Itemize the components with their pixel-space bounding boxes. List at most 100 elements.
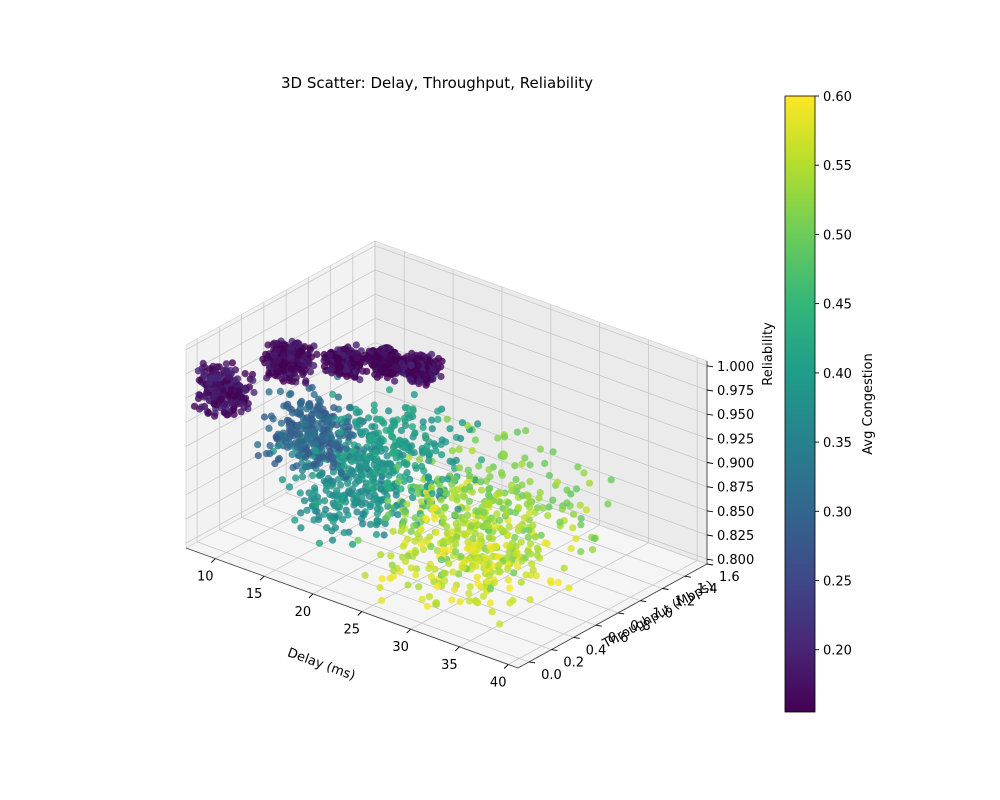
scatter-point [446, 425, 454, 433]
scatter-point [546, 577, 555, 585]
scatter-point [302, 379, 310, 387]
scatter-point [348, 457, 356, 466]
scatter-point [302, 445, 310, 453]
scatter-point [445, 559, 453, 568]
scatter-point [477, 478, 485, 486]
scatter-point [358, 428, 366, 436]
gridline-z-back [374, 317, 708, 439]
scatter-point [313, 350, 321, 358]
scatter-point [345, 404, 354, 412]
scatter-point [304, 428, 312, 436]
scatter-point [461, 516, 469, 524]
scatter-point [464, 555, 472, 563]
scatter-point [489, 562, 497, 570]
gridline-z-left [185, 366, 376, 472]
scatter-point [456, 598, 464, 606]
scatter-point [397, 527, 405, 535]
scatter-point [512, 475, 520, 484]
scatter-point [329, 453, 337, 461]
scatter-point [296, 410, 304, 418]
scatter-point [377, 460, 385, 468]
scatter-point [449, 568, 457, 576]
x-tick-label: 10 [197, 570, 214, 585]
scatter-point [455, 570, 463, 578]
scatter-point [380, 531, 388, 539]
scatter-point [486, 585, 495, 593]
scatter-point [425, 564, 433, 573]
scatter-point [267, 412, 275, 420]
scatter-point [296, 430, 304, 438]
scatter-point [515, 523, 523, 531]
scatter-point [395, 366, 403, 375]
scatter-point [327, 514, 335, 522]
scatter-point [376, 583, 384, 592]
y-tick [529, 661, 536, 664]
scatter-point [465, 497, 473, 506]
scatter-point [387, 552, 395, 560]
scatter-point [607, 476, 615, 484]
y-tick [618, 612, 625, 615]
scatter-point [199, 359, 207, 367]
scatter-point [397, 426, 405, 435]
scatter-point [514, 562, 522, 570]
scatter-point [439, 538, 447, 546]
scatter-point [408, 487, 416, 495]
scatter-point [312, 440, 320, 448]
x-tick [455, 646, 460, 652]
scatter-point [604, 500, 612, 508]
x-tick-label: 20 [295, 605, 312, 620]
scatter-point [514, 503, 523, 511]
scatter-point [330, 404, 338, 412]
scatter-point [507, 481, 516, 489]
scatter-point [410, 391, 418, 399]
y-tick-label: 1.6 [719, 570, 740, 585]
scatter-point [474, 599, 482, 607]
scatter-point [224, 390, 233, 398]
scatter-point [291, 516, 299, 524]
scatter-point [465, 528, 473, 536]
colorbar-tick-label: 0.35 [823, 436, 852, 451]
scatter-point [278, 476, 286, 484]
scatter-point [422, 515, 430, 523]
scatter-point [478, 503, 486, 511]
scatter-point [545, 503, 553, 511]
y-tick-label: 1.2 [675, 595, 696, 610]
gridline-x-floor [508, 560, 698, 665]
y-tick [684, 575, 691, 578]
scatter-point [294, 451, 302, 459]
scatter-point [383, 452, 391, 460]
scatter-point [335, 491, 343, 500]
scatter-point [454, 505, 462, 513]
scatter-point [418, 498, 426, 506]
scatter-point [342, 366, 351, 374]
scatter-point [305, 384, 313, 392]
scatter-point [536, 488, 544, 497]
scatter-point [409, 405, 417, 413]
y-tick [573, 636, 580, 639]
scatter-point [418, 595, 426, 604]
scatter-point [204, 409, 213, 417]
scatter-point [266, 442, 274, 450]
scatter-point [517, 538, 525, 546]
scatter-point [384, 479, 392, 487]
scatter-point [522, 571, 530, 579]
scatter-point [466, 583, 474, 591]
scatter-point [541, 459, 549, 467]
y-axis-line [517, 563, 708, 669]
scatter-point [394, 510, 402, 519]
scatter-point [315, 395, 323, 403]
scatter-point [405, 414, 413, 422]
scatter-point [451, 585, 459, 594]
scatter-point [423, 493, 431, 501]
y-tick-label: 0.8 [630, 619, 651, 634]
scatter-point [306, 368, 315, 376]
scatter-point [406, 376, 414, 384]
x-tick [308, 593, 314, 599]
scatter-point [222, 360, 230, 368]
scatter-point [328, 420, 336, 428]
scatter-point [563, 499, 571, 507]
scatter-point [419, 423, 427, 431]
scatter-point [194, 367, 202, 375]
chart-title: 3D Scatter: Delay, Throughput, Reliabili… [281, 74, 593, 92]
scatter-point [340, 451, 348, 459]
